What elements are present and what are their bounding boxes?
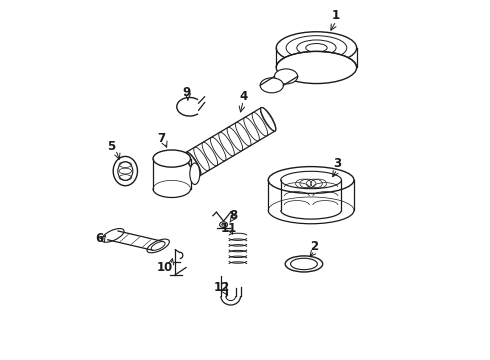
Ellipse shape [261,108,276,131]
Ellipse shape [285,256,323,272]
Ellipse shape [153,150,191,167]
Text: 5: 5 [107,140,115,153]
Ellipse shape [147,239,170,253]
Text: 7: 7 [157,132,165,145]
Text: 1: 1 [332,9,340,22]
Ellipse shape [286,36,347,60]
Text: 8: 8 [229,209,238,222]
Ellipse shape [281,171,342,189]
Text: 9: 9 [182,86,190,99]
Text: 12: 12 [214,281,230,294]
Ellipse shape [306,44,327,52]
Ellipse shape [222,223,225,226]
Text: 3: 3 [333,157,341,170]
Ellipse shape [118,162,133,180]
Ellipse shape [151,242,165,250]
Ellipse shape [220,222,227,228]
Ellipse shape [101,229,124,242]
Ellipse shape [276,32,357,64]
Ellipse shape [260,78,283,93]
Ellipse shape [113,157,138,186]
Ellipse shape [297,40,336,56]
Ellipse shape [186,152,201,176]
Ellipse shape [291,258,318,270]
Text: 6: 6 [96,233,104,246]
Text: 2: 2 [311,240,319,253]
Ellipse shape [274,69,298,84]
Text: 4: 4 [239,90,247,103]
Ellipse shape [276,51,357,84]
Text: 10: 10 [156,261,173,274]
Ellipse shape [268,167,354,193]
Ellipse shape [190,163,200,184]
Text: 11: 11 [221,222,237,235]
